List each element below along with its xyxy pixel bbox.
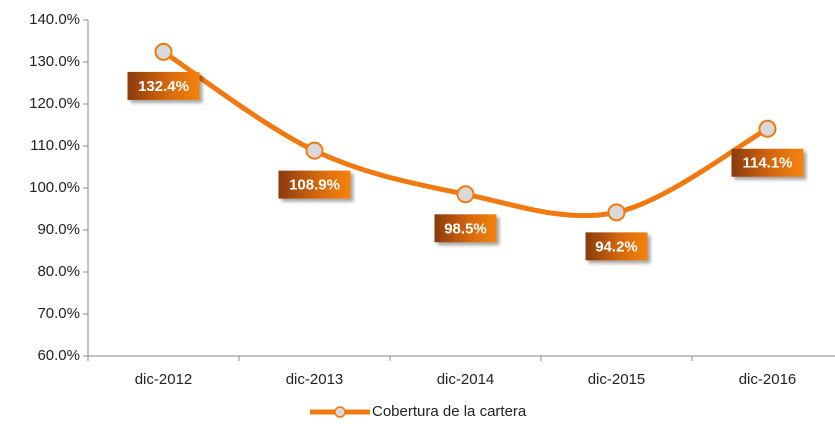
y-tick-label: 60.0%: [37, 347, 80, 364]
marker: [607, 203, 626, 222]
data-label-box: [127, 71, 200, 100]
legend-marker: [334, 406, 346, 418]
data-label-box: [731, 148, 804, 177]
data-label: 98.5%: [444, 220, 487, 237]
marker: [758, 119, 777, 138]
x-tick-label: dic-2012: [135, 371, 193, 388]
data-label: 114.1%: [742, 155, 792, 172]
y-tick-label: 100.0%: [29, 179, 80, 196]
x-tick-label: dic-2013: [286, 371, 344, 388]
data-label: 132.4%: [138, 78, 189, 95]
y-tick-label: 110.0%: [30, 137, 80, 154]
y-tick-label: 120.0%: [29, 95, 80, 112]
data-label-box: [434, 214, 497, 243]
marker: [154, 42, 173, 61]
x-tick-label: dic-2016: [739, 371, 797, 388]
y-tick-label: 140.0%: [29, 11, 80, 28]
marker: [305, 141, 324, 160]
x-tick-label: dic-2015: [588, 371, 646, 388]
data-label: 108.9%: [289, 177, 340, 194]
y-tick-label: 90.0%: [37, 221, 80, 238]
marker: [456, 185, 475, 204]
x-tick-label: dic-2014: [437, 371, 495, 388]
y-tick-label: 130.0%: [29, 53, 80, 70]
y-tick-label: 70.0%: [37, 305, 80, 322]
data-label-box: [278, 170, 351, 199]
y-tick-label: 80.0%: [37, 263, 80, 280]
legend-label: Cobertura de la cartera: [372, 403, 527, 420]
data-label: 94.2%: [595, 238, 638, 255]
data-label-box: [585, 232, 648, 261]
